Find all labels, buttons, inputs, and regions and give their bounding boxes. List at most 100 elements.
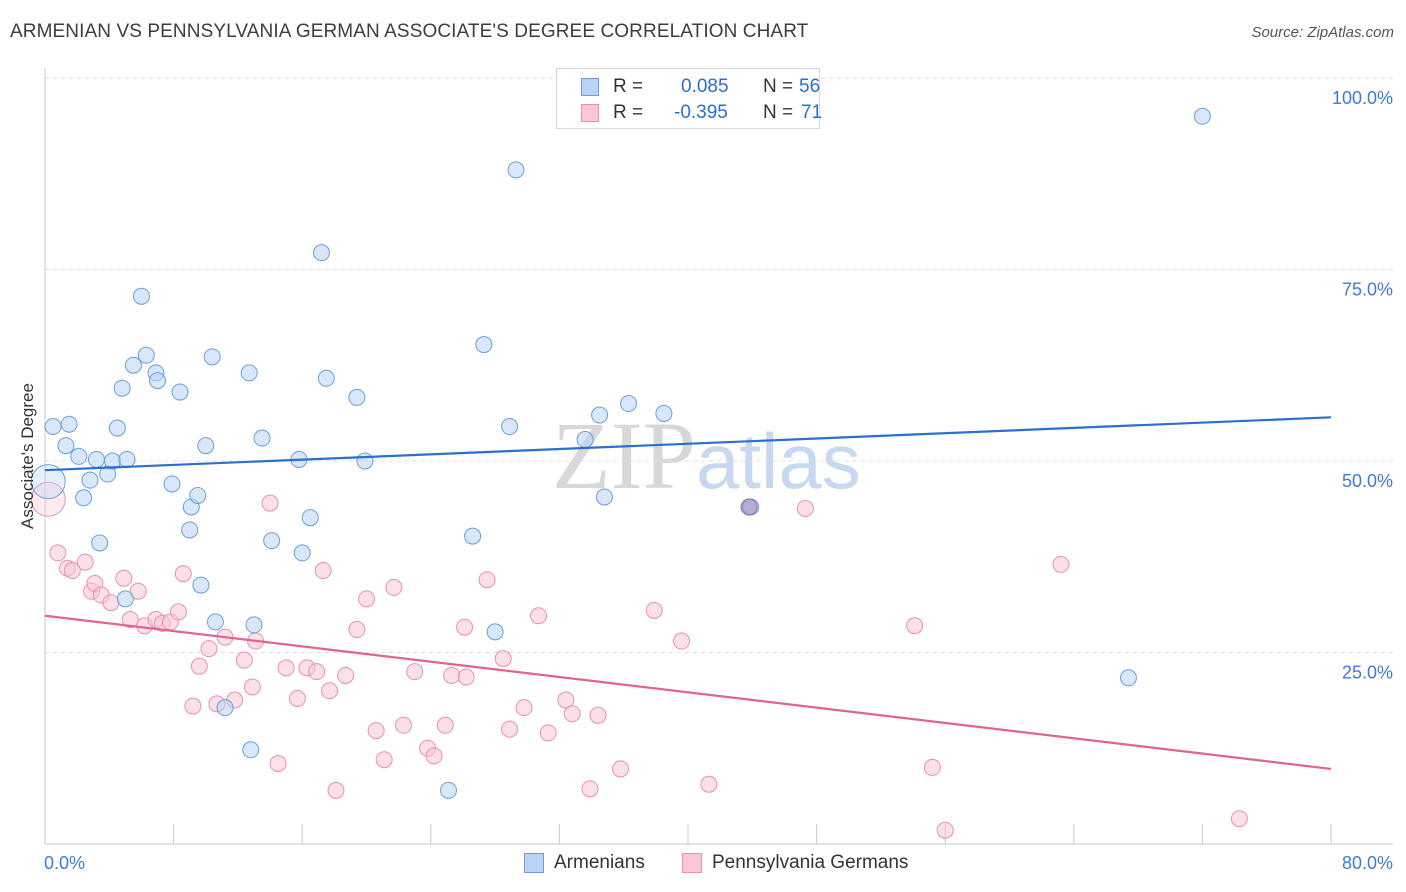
armenians-point [149,372,167,390]
pennsylvania-germans-point [673,632,691,650]
legend-n-value-pennsylvania-germans: 71 [801,102,823,123]
pennsylvania-germans-point [611,760,629,778]
trend-lines [44,416,1332,771]
armenians-point [1193,107,1211,125]
armenians-point [163,475,181,493]
armenians-point [439,781,457,799]
armenians-point [293,544,311,562]
series-legend-label-armenians: Armenians [554,852,645,873]
armenians-point [75,489,93,507]
pennsylvania-germans-point [30,481,66,517]
series-legend-pennsylvania-germans: Pennsylvania Germans [682,852,908,874]
tick-labels: 100.0% 75.0% 50.0% 25.0% 0.0% 80.0% [44,88,1393,873]
armenians-point [263,532,281,550]
pennsylvania-germans-point [115,569,133,587]
armenians-point [206,613,224,631]
pennsylvania-germans-point [337,666,355,684]
armenians-point [242,741,260,759]
pennsylvania-germans-point [645,601,663,619]
armenians-point [348,388,366,406]
stats-legend: R = 0.085 N = 56 R = -0.395 N = 71 [556,68,823,129]
armenians-point [312,244,330,262]
pennsylvania-germans-point [375,751,393,769]
armenians-point [475,336,493,354]
pennsylvania-germans-point [321,682,339,700]
pennsylvania-germans-point [102,594,120,612]
pennsylvania-germans-point [501,720,519,738]
pennsylvania-germans-point [385,578,403,596]
pennsylvania-germans-trend-line [44,614,1332,771]
armenians-point [132,287,150,305]
pennsylvania-germans-point [936,821,954,839]
pennsylvania-germans-point [174,565,192,583]
armenians-point [181,521,199,539]
armenians-point [57,437,75,455]
legend-n-label: N = [763,76,794,97]
pennsylvania-germans-point [394,716,412,734]
pennsylvania-germans-point [557,691,575,709]
armenians-point [118,450,136,468]
armenians-point [356,452,374,470]
y-tick-label: 50.0% [1342,471,1393,491]
armenians-point [124,356,142,374]
legend-r-label: R = [613,102,644,123]
armenians-point [253,429,271,447]
armenians-point [486,623,504,641]
y-tick-label: 75.0% [1342,280,1393,300]
pennsylvania-germans-point [367,722,385,740]
armenians-point [44,418,62,436]
pennsylvania-germans-point [200,640,218,658]
pennsylvania-germans-point [478,571,496,589]
pennsylvania-germans-point [923,758,941,776]
series-swatch-pennsylvania-germans [682,853,702,873]
armenians-point [576,431,594,449]
pennsylvania-germans-point [515,699,533,717]
pennsylvania-germans-point [49,544,67,562]
series-legend: Armenians Pennsylvania Germans [0,852,1406,878]
series-swatch-armenians [524,853,544,873]
pennsylvania-germans-point [348,621,366,639]
armenians-point [240,364,258,382]
pennsylvania-germans-point [700,775,718,793]
armenians-point [216,699,234,717]
y-tick-label: 25.0% [1342,663,1393,683]
armenians-point [137,346,155,364]
pennsylvania-germans-point [530,607,548,625]
armenians-point [192,576,210,594]
armenians-point [113,379,131,397]
pennsylvania-germans-point [288,689,306,707]
armenians-point [116,590,134,608]
legend-swatch-pennsylvania-germans [581,104,599,122]
pennsylvania-germans-point [76,553,94,571]
pennsylvania-germans-point [184,697,202,715]
pennsylvania-germans-point [308,663,326,681]
y-axis-label: Associate's Degree [18,383,37,529]
armenians-point [464,527,482,545]
armenians-point [507,161,525,179]
pennsylvania-germans-point [358,590,375,608]
pennsylvania-germans-point [494,650,512,668]
pennsylvania-germans-point [169,603,187,621]
pennsylvania-germans-point [425,747,443,765]
pennsylvania-germans-point [235,651,253,669]
pennsylvania-germans-point [314,562,332,580]
pennsylvania-germans-point [129,582,147,600]
pennsylvania-germans-point [539,724,557,742]
pennsylvania-germans-point [589,706,607,724]
pennsylvania-germans-point [327,781,345,799]
pennsylvania-germans-point [277,659,295,677]
armenians-point [171,383,189,401]
pennsylvania-germans-point [581,780,599,798]
armenians-point [81,471,99,489]
pennsylvania-germans-point [190,657,208,675]
legend-n-label: N = [763,102,794,123]
armenians-point [30,464,66,500]
pennsylvania-germans-point [456,618,474,636]
pennsylvania-germans-point [443,666,461,684]
armenians-point [301,509,319,527]
pennsylvania-germans-point [243,678,261,696]
armenians-point [501,418,519,436]
source-label: Source: ZipAtlas.com [1251,24,1394,41]
armenians-point [203,348,221,366]
pennsylvania-germans-point [63,562,81,580]
